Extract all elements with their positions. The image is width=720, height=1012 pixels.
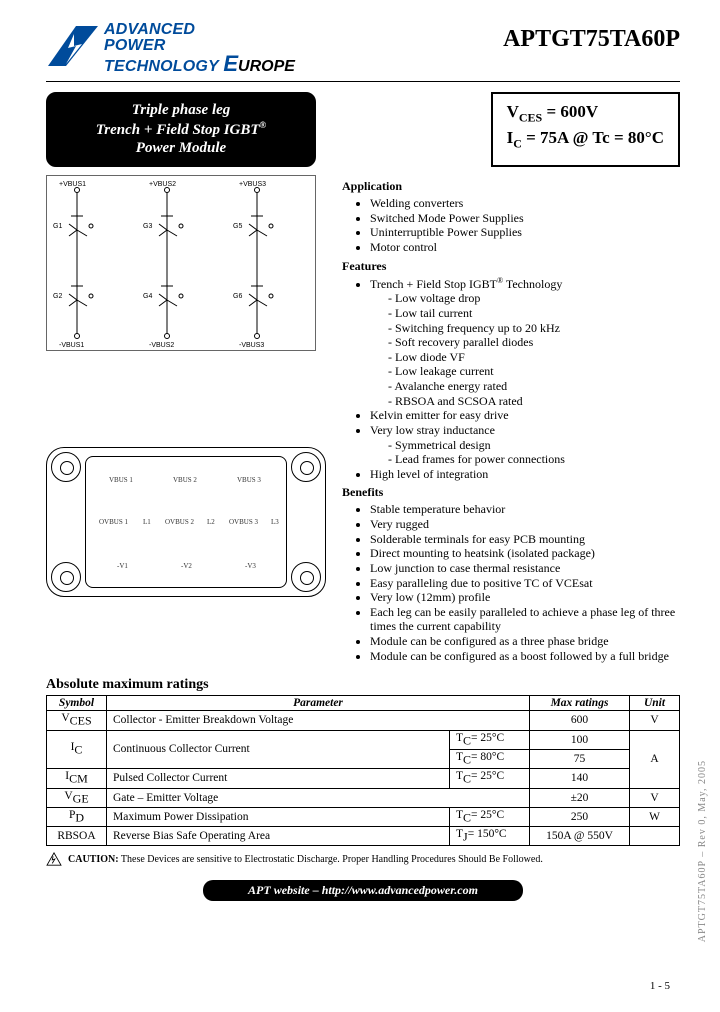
- ratings-table: Symbol Parameter Max ratings Unit VCES C…: [46, 695, 680, 846]
- logo-text: ADVANCED POWER TECHNOLOGY EUROPE: [104, 22, 295, 75]
- package-outline: VBUS 1 VBUS 2 VBUS 3 OVBUS 1 OVBUS 2 OVB…: [46, 447, 326, 597]
- page-number: 1 - 5: [650, 980, 670, 992]
- features-heading: Features: [342, 259, 680, 274]
- text-column: Application Welding converters Switched …: [342, 175, 680, 667]
- title-box: Triple phase leg Trench + Field Stop IGB…: [46, 92, 316, 167]
- svg-text:-VBUS2: -VBUS2: [149, 342, 174, 349]
- svg-text:G2: G2: [53, 293, 62, 300]
- divider: [46, 81, 680, 82]
- svg-text:-VBUS1: -VBUS1: [59, 342, 84, 349]
- header: ADVANCED POWER TECHNOLOGY EUROPE APTGT75…: [46, 22, 680, 75]
- svg-text:G6: G6: [233, 293, 242, 300]
- svg-text:G1: G1: [53, 223, 62, 230]
- svg-text:+VBUS2: +VBUS2: [149, 181, 176, 188]
- part-number: APTGT75TA60P: [503, 26, 680, 53]
- lightning-logo-icon: [46, 22, 100, 72]
- application-heading: Application: [342, 179, 680, 194]
- svg-text:+VBUS1: +VBUS1: [59, 181, 86, 188]
- table-title: Absolute maximum ratings: [46, 677, 680, 693]
- benefits-heading: Benefits: [342, 485, 680, 500]
- svg-text:+VBUS3: +VBUS3: [239, 181, 266, 188]
- side-revision-text: APTGT75TA60P – Rev 0, May, 2005: [697, 760, 708, 942]
- svg-text:G3: G3: [143, 223, 152, 230]
- figures-column: +VBUS1 +VBUS2 +VBUS3 G1 G3 G5 G2 G4 G6 -…: [46, 175, 326, 667]
- company-logo: ADVANCED POWER TECHNOLOGY EUROPE: [46, 22, 295, 75]
- footer-website: APT website – http://www.advancedpower.c…: [203, 880, 523, 901]
- esd-warning-icon: [46, 852, 62, 866]
- application-list: Welding converters Switched Mode Power S…: [342, 196, 680, 255]
- benefits-list: Stable temperature behavior Very rugged …: [342, 502, 680, 663]
- svg-text:G5: G5: [233, 223, 242, 230]
- esd-caution: CAUTION: These Devices are sensitive to …: [46, 852, 680, 866]
- svg-text:G4: G4: [143, 293, 152, 300]
- key-ratings-box: VCES = 600V IC = 75A @ Tc = 80°C: [491, 92, 680, 167]
- svg-text:-VBUS3: -VBUS3: [239, 342, 264, 349]
- features-list: Trench + Field Stop IGBT® Technology Low…: [342, 276, 680, 482]
- circuit-diagram: +VBUS1 +VBUS2 +VBUS3 G1 G3 G5 G2 G4 G6 -…: [46, 175, 316, 351]
